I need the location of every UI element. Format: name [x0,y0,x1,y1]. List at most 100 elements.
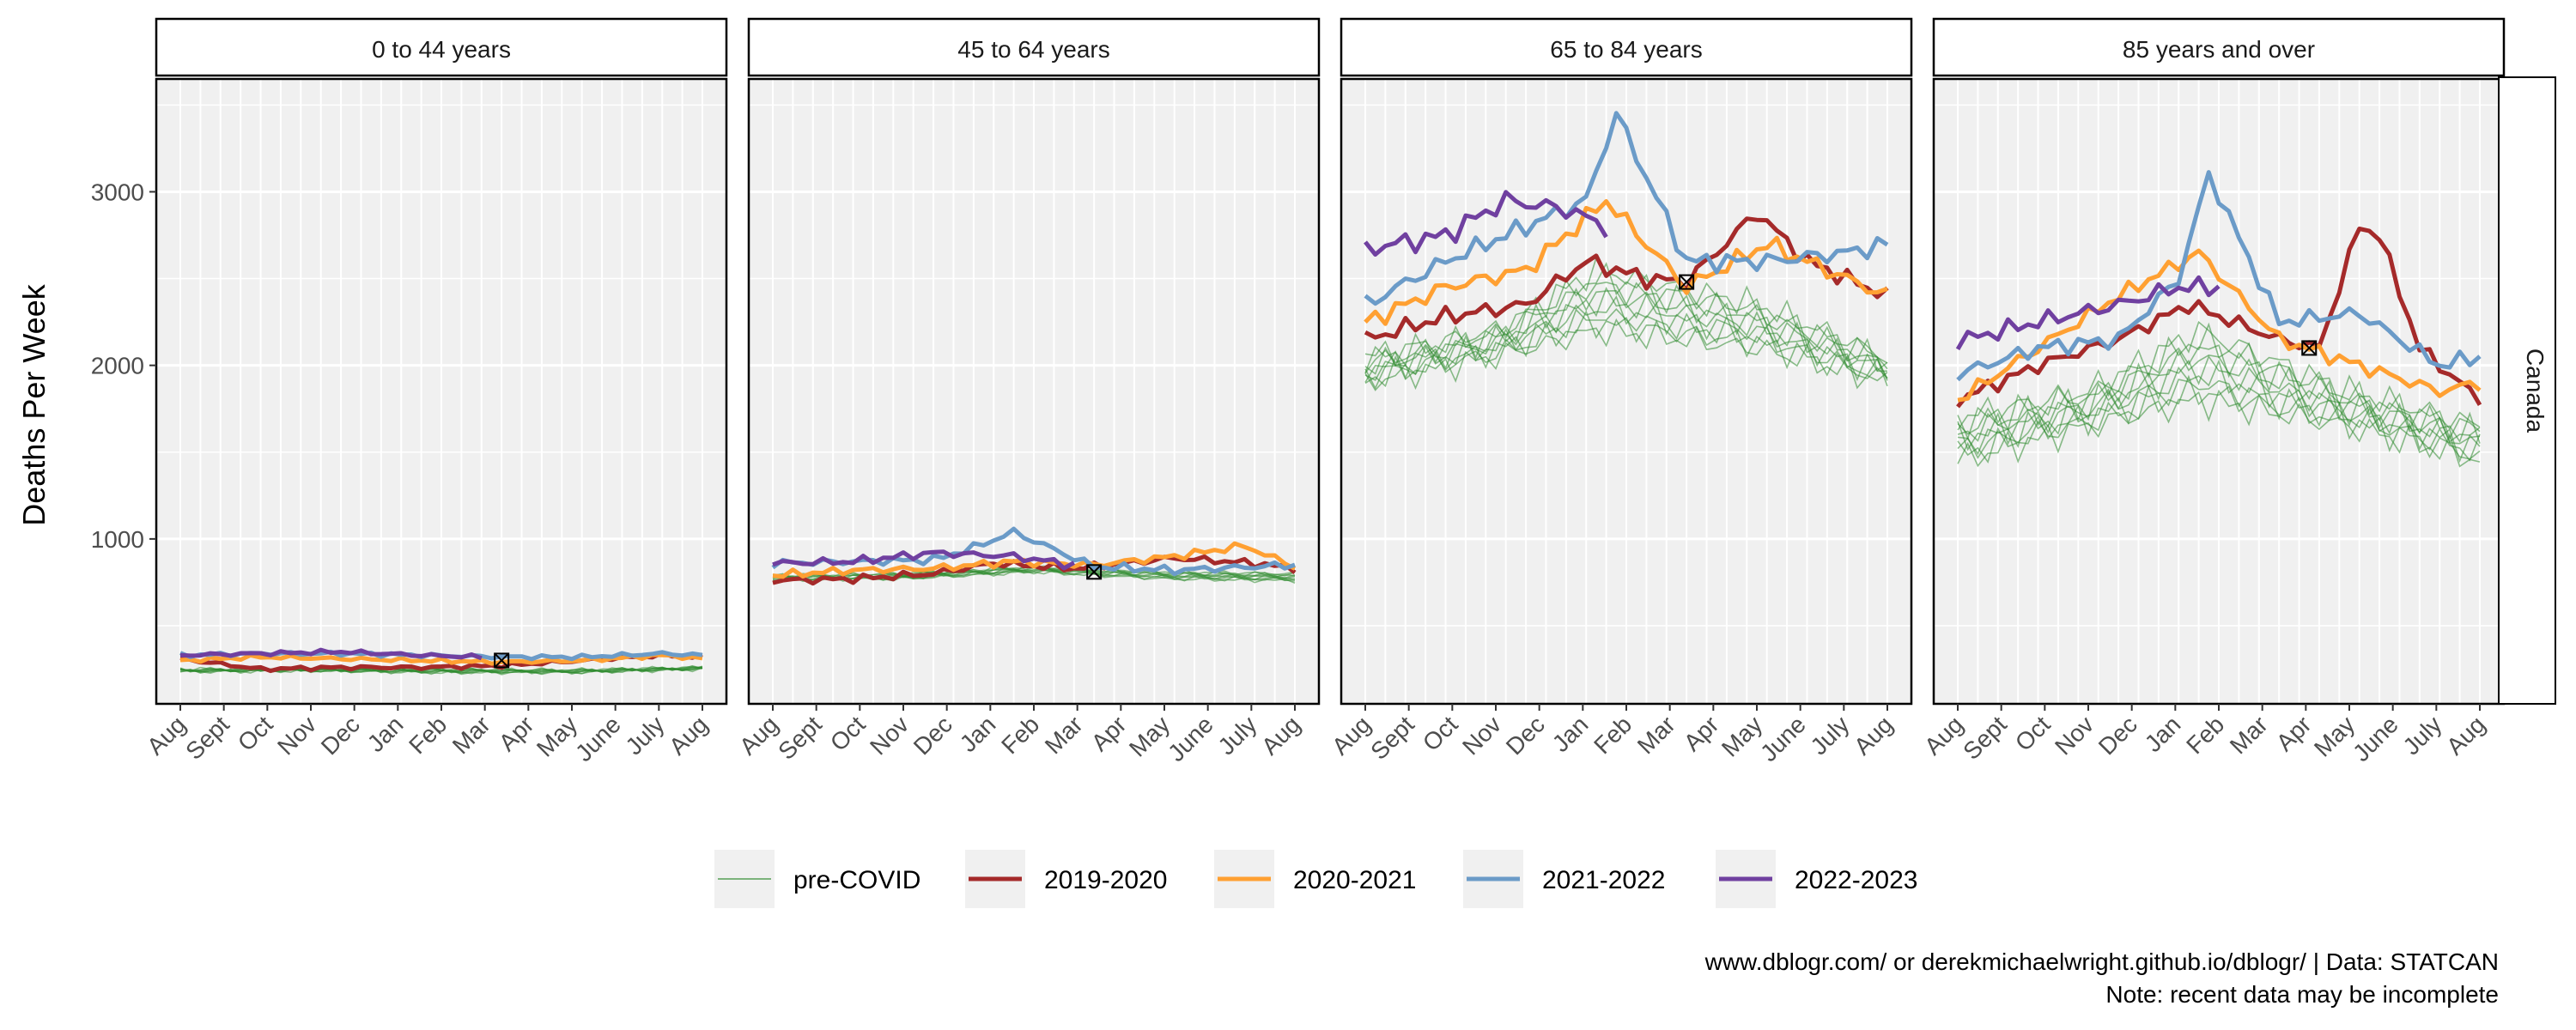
facet-strip-right-box [2498,76,2556,705]
series-pre-covid-line [1957,359,2481,464]
x-tick-label: Mar [1040,711,1088,759]
x-tick-label: Jan [1547,711,1594,757]
facet-strip-label: 45 to 64 years [957,36,1109,63]
x-tick-label: May [532,711,582,761]
x-tick-label: May [1124,711,1175,761]
x-tick-label: June [2348,711,2403,766]
x-tick-label: Nov [1457,711,1506,760]
x-tick-label: July [2397,711,2446,760]
current-week-marker [1086,564,1103,580]
x-tick-label: Sept [1365,711,1419,765]
x-tick-label: Nov [865,711,914,760]
series-pre-covid-line [1364,256,1888,367]
x-tick-label: Mar [2225,711,2273,759]
y-tick-label: 3000 [91,179,144,205]
facet-strip-label: 65 to 84 years [1550,36,1702,63]
x-tick-label: Aug [142,711,191,760]
facet-panels: 0 to 44 years100020003000AugSeptOctNovDe… [91,17,2506,766]
series-2020-2021-line [1957,248,2482,403]
series-pre-covid-line [1957,379,2481,462]
series-pre-covid-line [1364,318,1888,391]
legend: pre-COVID 2019-2020 2020-2021 2021-2022 2022… [714,850,1917,908]
x-tick-label: Oct [1418,711,1463,756]
x-tick-label: Feb [404,711,452,759]
series-2022-2023-line [179,647,483,661]
x-tick-label: May [1716,711,1767,761]
facet-strip-right-label: Canada [2522,348,2549,433]
y-axis-title: Deaths Per Week [16,283,52,525]
x-tick-label: Dec [2093,711,2142,760]
series-2021-2022-line [1364,111,1889,306]
legend-label: 2022-2023 [1795,866,1917,894]
x-tick-label: July [1212,711,1261,760]
legend-label: 2019-2020 [1044,866,1167,894]
x-tick-label: July [1805,711,1854,760]
facet-strip [747,17,1321,77]
facet-panel-3: 65 to 84 yearsAugSeptOctNovDecJanFebMarA… [1327,17,1913,766]
x-tick-label: Mar [1632,711,1680,759]
x-tick-label: Apr [1679,711,1724,756]
series-pre-covid-line [1957,320,2481,431]
facet-strip [1932,17,2506,77]
x-tick-label: Aug [1327,711,1376,760]
series-pre-covid-line [1364,295,1887,382]
x-tick-label: Dec [316,711,365,760]
facet-strip [1340,17,1913,77]
legend-label: 2021-2022 [1542,866,1665,894]
x-tick-label: July [620,711,669,760]
facet-strip-label: 85 years and over [2123,36,2315,63]
x-tick-label: Dec [908,711,957,760]
x-tick-label: Oct [2010,711,2056,756]
x-tick-label: June [1163,711,1218,766]
x-tick-label: Aug [1849,711,1898,760]
series-2022-2023-line [1955,275,2221,351]
x-tick-label: Jan [362,711,409,757]
x-tick-label: Dec [1501,711,1550,760]
series-2019-2020-line [1956,227,2482,409]
x-tick-label: June [1755,711,1811,766]
x-tick-label: Aug [734,711,783,760]
facet-panel-1: 0 to 44 years100020003000AugSeptOctNovDe… [91,17,728,766]
series-2020-2021-line [772,541,1297,579]
facet-strip [155,17,728,77]
series-pre-covid-line [1364,282,1888,374]
x-tick-label: Aug [1256,711,1305,760]
current-week-marker [494,652,510,669]
x-tick-label: May [2309,711,2360,761]
x-tick-label: Oct [233,711,278,756]
caption-line-2: Note: recent data may be incomplete [2105,981,2499,1008]
caption-line-1: www.dblogr.com/ or derekmichaelwright.gi… [1704,948,2499,975]
series-pre-covid-line [1364,288,1888,381]
x-tick-label: Jan [2140,711,2186,757]
x-tick-label: Nov [2050,711,2099,760]
series-pre-covid-line [1364,310,1888,388]
y-tick-label: 1000 [91,526,144,553]
x-tick-label: Feb [1589,711,1637,759]
y-tick-label: 2000 [91,353,144,379]
series-2022-2023-line [1364,190,1608,257]
facet-panel-4: 85 years and overAugSeptOctNovDecJanFebM… [1919,17,2506,766]
legend-item-2021-2022: 2021-2022 [1463,850,1665,908]
x-tick-label: Aug [2441,711,2490,760]
current-week-marker [1679,274,1695,290]
series-2021-2022-line [1956,170,2482,382]
x-tick-label: Apr [1086,711,1132,756]
x-tick-label: Mar [447,711,495,759]
x-tick-label: June [570,711,626,766]
current-week-marker [2301,340,2318,356]
series-pre-covid-line [1957,354,2481,451]
legend-item-2020-2021: 2020-2021 [1214,850,1416,908]
legend-item-2022-2023: 2022-2023 [1716,850,1917,908]
facet-strip-label: 0 to 44 years [372,36,511,63]
series-2022-2023-line [772,549,1075,571]
x-tick-label: Sept [773,711,827,765]
series-pre-covid-line [1957,322,2481,440]
x-tick-label: Nov [272,711,321,760]
x-tick-label: Aug [1919,711,1968,760]
facet-panel-2: 45 to 64 yearsAugSeptOctNovDecJanFebMarA… [734,17,1321,766]
legend-label: pre-COVID [793,866,920,894]
x-tick-label: Feb [2181,711,2229,759]
x-tick-label: Aug [664,711,713,760]
x-tick-label: Sept [1958,711,2012,765]
legend-item-pre_covid: pre-COVID [714,850,920,908]
